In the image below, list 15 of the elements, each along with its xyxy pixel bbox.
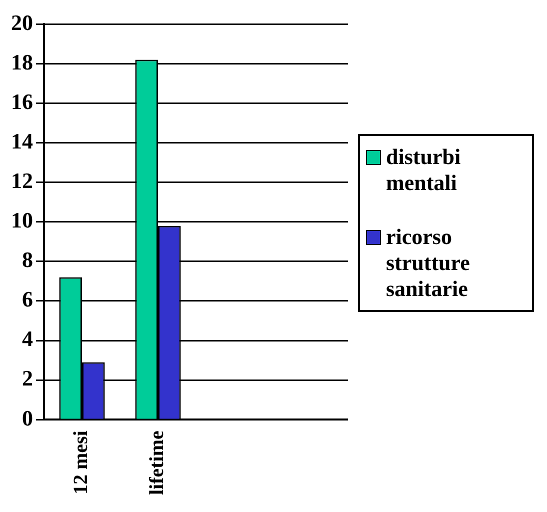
y-tick-label: 10: [11, 208, 33, 233]
y-tick-label: 14: [11, 128, 33, 154]
y-tick-label: 20: [11, 10, 33, 35]
y-tick-label: 2: [22, 366, 33, 391]
y-tick-label: 8: [22, 247, 33, 272]
x-tick-label: lifetime: [146, 430, 168, 495]
legend-label: disturbi mentali: [386, 144, 462, 196]
y-tick-label: 0: [22, 405, 33, 430]
y-tick-label: 4: [22, 326, 33, 352]
y-tick-label: 12: [11, 168, 33, 194]
y-tick-label: 6: [22, 286, 33, 312]
y-tick-label: 16: [11, 88, 33, 114]
x-tick-label: 12 mesi: [70, 430, 92, 494]
y-tick-label: 18: [11, 49, 33, 74]
legend-label: ricorso strutture sanitarie: [386, 224, 471, 302]
